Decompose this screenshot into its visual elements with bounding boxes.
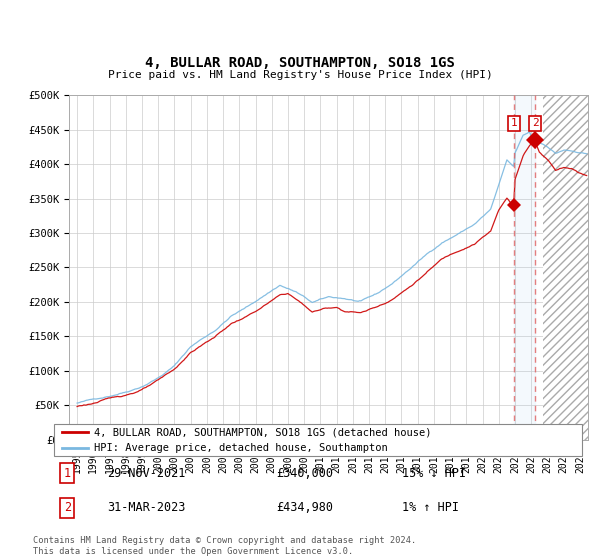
Bar: [544, 95, 588, 440]
Text: 31-MAR-2023: 31-MAR-2023: [107, 501, 185, 514]
Bar: [514, 95, 535, 440]
Text: Price paid vs. HM Land Registry's House Price Index (HPI): Price paid vs. HM Land Registry's House …: [107, 69, 493, 80]
Text: 1: 1: [64, 467, 71, 480]
FancyBboxPatch shape: [54, 424, 582, 456]
Text: 29-NOV-2021: 29-NOV-2021: [107, 467, 185, 480]
Text: 1% ↑ HPI: 1% ↑ HPI: [403, 501, 460, 514]
Text: 4, BULLAR ROAD, SOUTHAMPTON, SO18 1GS (detached house): 4, BULLAR ROAD, SOUTHAMPTON, SO18 1GS (d…: [94, 427, 431, 437]
Text: 1: 1: [510, 119, 517, 128]
Text: £340,000: £340,000: [276, 467, 333, 480]
Text: £434,980: £434,980: [276, 501, 333, 514]
Text: 2: 2: [64, 501, 71, 514]
Text: 15% ↓ HPI: 15% ↓ HPI: [403, 467, 467, 480]
Text: 4, BULLAR ROAD, SOUTHAMPTON, SO18 1GS: 4, BULLAR ROAD, SOUTHAMPTON, SO18 1GS: [145, 56, 455, 70]
Text: 2: 2: [532, 119, 539, 128]
Text: HPI: Average price, detached house, Southampton: HPI: Average price, detached house, Sout…: [94, 444, 388, 453]
Text: Contains HM Land Registry data © Crown copyright and database right 2024.
This d: Contains HM Land Registry data © Crown c…: [33, 536, 416, 556]
